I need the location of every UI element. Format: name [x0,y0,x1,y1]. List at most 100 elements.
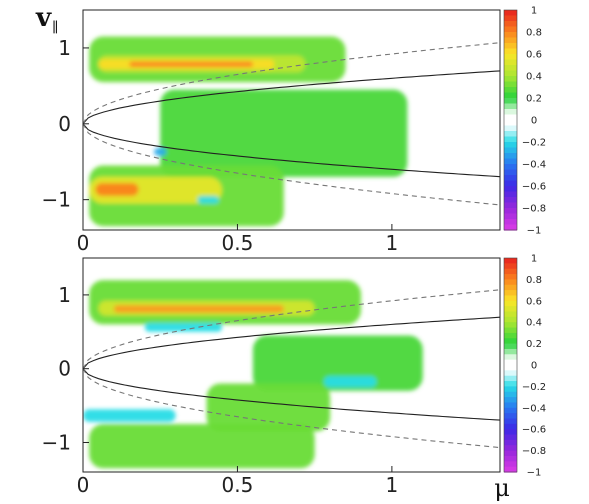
colorbar-tick-label: −1 [527,468,542,479]
dashed-curve [83,42,500,125]
heatmap-cell [252,335,423,391]
colorbar-tick-label: 0.2 [526,94,542,105]
y-tick-label: 1 [58,283,71,307]
y-tick-label: 0 [58,357,71,381]
colorbar-segment [504,109,517,116]
heatmap-cell [206,383,331,432]
colorbar-segment [504,365,517,371]
colorbar-segment [504,48,517,55]
y-tick-label: 0 [58,112,71,136]
colorbar-segment [504,186,517,193]
colorbar-segment [504,300,517,307]
colorbar-segment [504,197,517,204]
colorbar-segment [504,191,517,198]
colorbar-segment [504,316,517,323]
colorbar-segment [504,54,517,61]
colorbar-segment [504,284,517,291]
colorbar-segment [504,224,517,231]
colorbar-tick-label: −0.6 [522,182,546,193]
x-tick-label: 0.5 [222,473,254,497]
colorbar-segment [504,10,517,17]
colorbar-tick-label: 1 [531,6,537,17]
panel-bottom: 10−10 0.5 1 μ10.80.60.40.20−0.2−0.4−0.6−0.8… [42,254,547,503]
colorbar-segment [504,164,517,171]
colorbar-segment [504,15,517,22]
colorbar-segment [504,142,517,149]
colorbar-segment [504,375,517,382]
heatmap-cell [154,148,167,156]
colorbar-segment [504,466,517,473]
colorbar-segment [504,332,517,339]
colorbar-segment [504,450,517,457]
colorbar-segment [504,202,517,209]
colorbar-segment [504,455,517,462]
colorbar-segment [504,180,517,187]
colorbar-segment [504,87,517,94]
colorbar-tick-label: 0.8 [526,28,542,39]
heatmap-cell [113,305,284,313]
colorbar-segment [504,418,517,425]
colorbar-segment [504,407,517,414]
colorbar-segment [504,59,517,66]
x-axis-label: μ [494,474,510,502]
colorbar-segment [504,43,517,50]
colorbar-tick-label: −1 [527,226,542,237]
colorbar-tick-label: −0.8 [522,204,546,215]
solid-curve [83,316,500,370]
colorbar: 1 0.8 0.6 0.4 0.2 0 −0.2 −0.4 −0.6 −0.8 −1 [503,254,546,479]
colorbar-frame [503,257,518,473]
colorbar-segment [504,439,517,446]
colorbar-tick-label: 0.6 [526,296,542,307]
dashed-curve [83,123,500,206]
colorbar-tick-label: 0 [531,116,537,127]
colorbar-segment [504,338,517,345]
colorbar-tick-label: 1 [531,254,537,265]
colorbar-segment [504,445,517,452]
plot-frame [82,9,501,231]
colorbar-tick-label: −0.8 [522,446,546,457]
colorbar: 1 0.8 0.6 0.4 0.2 0 −0.2 −0.4 −0.6 −0.8 −1 [503,6,546,237]
colorbar-segment [504,295,517,302]
colorbar-tick-label: −0.2 [522,138,546,149]
heatmap-cell [197,195,219,204]
colorbar-segment [504,386,517,393]
colorbar-segment [504,359,517,366]
colorbar-segment [504,391,517,398]
colorbar-segment [504,70,517,77]
colorbar-segment [504,279,517,286]
colorbar-segment [504,114,517,121]
plot-frame [82,257,501,473]
colorbar-segment [504,81,517,88]
colorbar-segment [504,370,517,377]
colorbar-frame [503,9,518,231]
x-tick-label: 0.5 [222,231,254,255]
colorbar-segment [504,402,517,409]
colorbar-segment [504,354,517,361]
colorbar-tick-label: −0.6 [522,425,546,436]
colorbar-segment [504,306,517,313]
x-tick-label: 1 [386,231,399,255]
colorbar-segment [504,258,517,264]
y-tick-label: −1 [42,188,71,212]
dashed-curve [83,368,500,449]
colorbar-segment [504,21,517,28]
colorbar-segment [504,37,517,44]
colorbar-tick-label: 0 [531,361,537,372]
colorbar-segment [504,423,517,430]
boundary-curves [83,42,500,206]
colorbar-tick-label: 0.8 [526,275,542,286]
colorbar-segment [504,322,517,329]
colorbar-segment [504,461,517,468]
colorbar-segment [504,397,517,404]
colorbar-segment [504,92,517,99]
colorbar-segment [504,26,517,33]
panel-top: 10−10 0.5 1v ∥10.80.60.40.20−0.2−0.4−0.6−0.… [35,3,546,255]
colorbar-segment [504,429,517,436]
colorbar-segment [504,175,517,182]
colorbar-tick-label: 0.2 [526,339,542,350]
colorbar-segment [504,103,517,110]
y-axis-label: v [35,3,52,33]
colorbar-segment [504,311,517,318]
colorbar-segment [504,65,517,72]
colorbar-segment [504,208,517,215]
